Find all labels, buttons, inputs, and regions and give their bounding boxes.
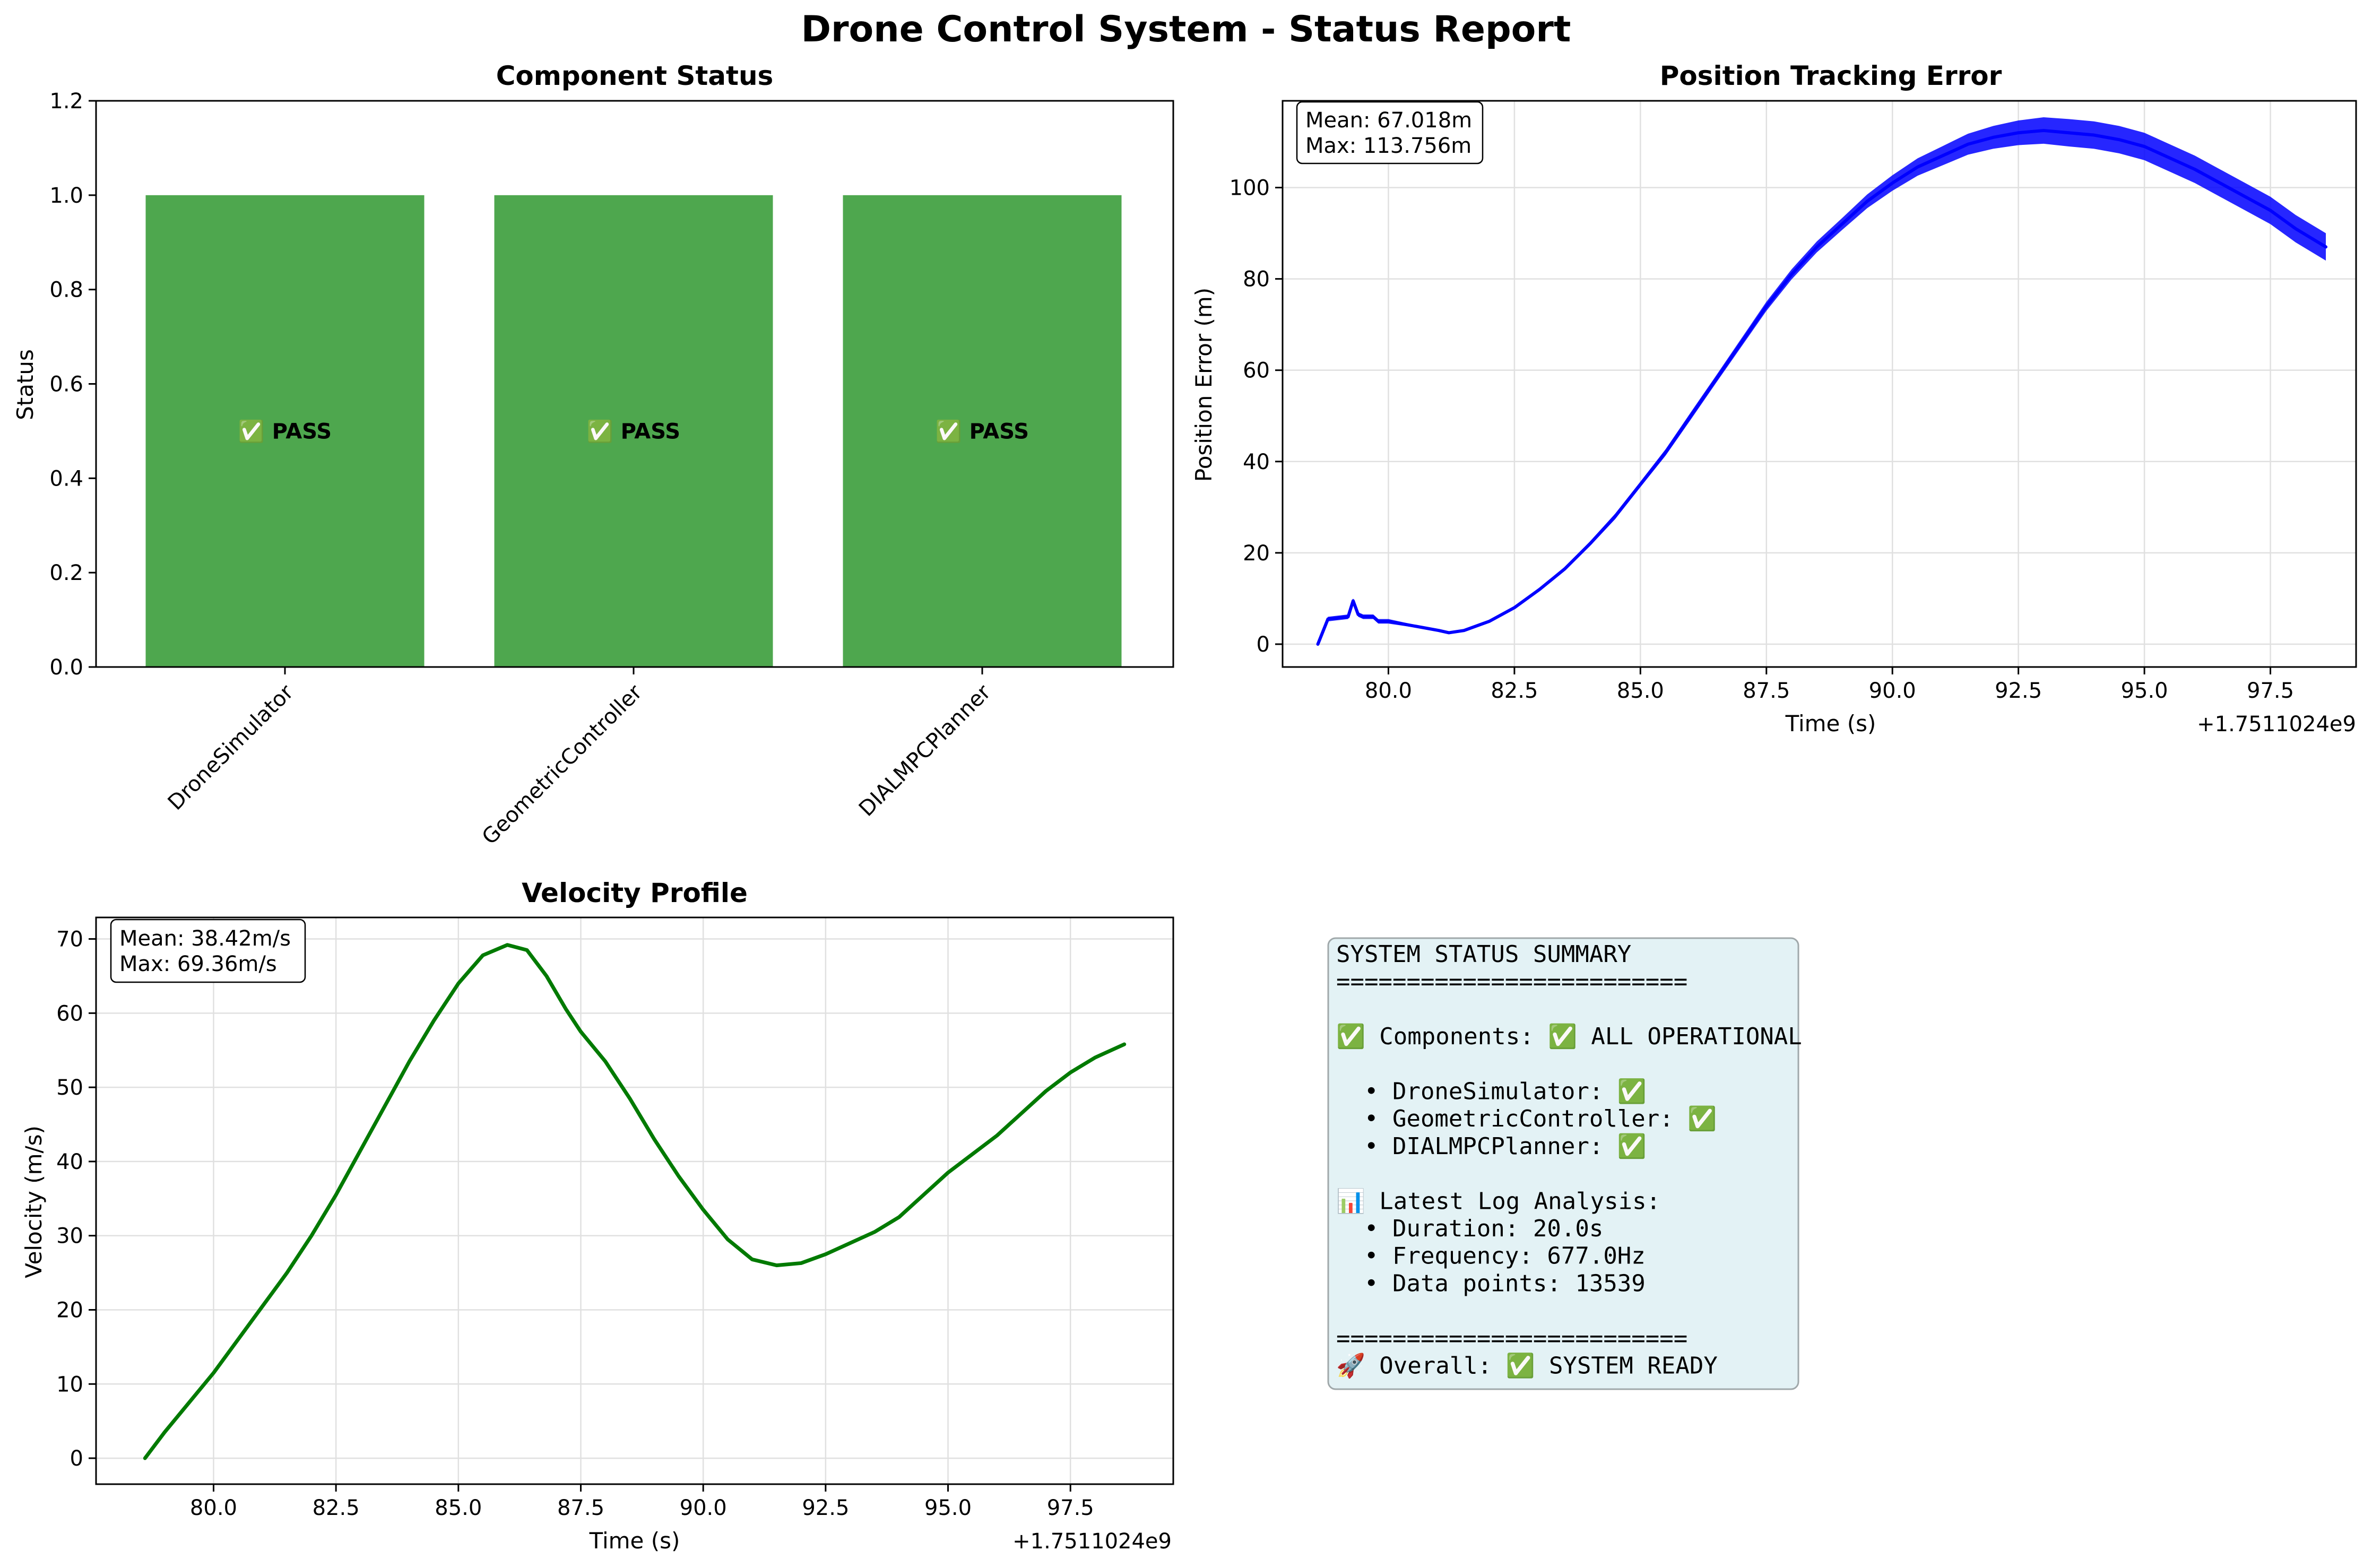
velocity-profile-ytick-label: 30 [56,1224,83,1249]
velocity-profile-ytick-label: 60 [56,1001,83,1026]
position-error-series [1316,117,2328,646]
bar-dialmpcplanner [843,195,1122,667]
component-status-ytick-label: 0.6 [49,372,83,397]
position-error-ytick-label: 40 [1243,450,1270,474]
velocity-profile-ytick-label: 40 [56,1150,83,1174]
summary-line: • DroneSimulator: ✅ [1336,1078,1647,1105]
summary-line: SYSTEM STATUS SUMMARY [1336,941,1631,968]
position-error-line [1316,128,2328,646]
bar-label-geometriccontroller: ✅ PASS [587,419,680,444]
position-error-xtick-label: 87.5 [1743,679,1790,703]
component-status-frame [95,100,1174,668]
summary-line: • Data points: 13539 [1336,1270,1646,1297]
position-error-xlabel: Time (s) [1785,711,1876,737]
velocity-profile-xtick-label: 97.5 [1047,1496,1094,1520]
velocity-profile-xlabel: Time (s) [589,1528,680,1554]
component-status-ylabel: Status [12,349,38,420]
velocity-profile-line [143,943,1127,1460]
bar-dronesimulator [145,195,425,667]
category-label-dronesimulator: DroneSimulator [163,680,299,815]
velocity-profile-ytick-label: 70 [56,928,83,952]
position-error-ytick-label: 20 [1243,541,1270,566]
velocity-profile-stats-box: Mean: 38.42m/s Max: 69.36m/s [110,919,306,983]
category-label-geometriccontroller: GeometricController [478,680,647,850]
summary-line: 🚀 Overall: ✅ SYSTEM READY [1336,1353,1718,1380]
velocity-profile-x-offset: +1.7511024e9 [1012,1529,1172,1554]
velocity-profile-grid [96,917,1173,1484]
position-error-xtick-label: 90.0 [1869,679,1916,703]
position-error-xtick-label: 97.5 [2247,679,2294,703]
velocity-profile-xtick-label: 85.0 [435,1496,482,1520]
summary-line: 📊 Latest Log Analysis: [1336,1188,1660,1215]
position-error-xtick-label: 80.0 [1365,679,1412,703]
system-status-summary: SYSTEM STATUS SUMMARY===================… [1327,937,1802,1390]
velocity-profile-xtick-label: 92.5 [802,1496,849,1520]
position-error-ylabel: Position Error (m) [1191,288,1217,482]
summary-line: ✅ Components: ✅ ALL OPERATIONAL [1336,1023,1802,1050]
velocity-profile-title: Velocity Profile [522,878,748,908]
category-label-dialmpcplanner: DIALMPCPlanner [854,680,995,821]
position-error-ticks: 80.0 82.5 85.0 87.5 90.0 92.5 95.0 97.5 0 20 40 60 8… [1230,176,2294,703]
component-status-ytick-label: 0.0 [49,655,83,680]
position-error-mean: Mean: 67.018m [1305,108,1472,133]
velocity-profile-ytick-label: 10 [56,1372,83,1397]
velocity-profile-xtick-label: 87.5 [557,1496,604,1520]
position-error-ytick-label: 0 [1257,633,1270,657]
summary-line: • Duration: 20.0s [1336,1215,1603,1242]
position-error-ytick-label: 100 [1230,176,1270,200]
velocity-profile-mean: Mean: 38.42m/s [119,926,291,951]
bar-geometriccontroller [494,195,773,667]
component-status-xticks: DroneSimulator GeometricController DIALMPC… [163,667,995,850]
velocity-profile-frame [95,916,1174,1485]
velocity-profile-max: Max: 69.36m/s [119,952,277,976]
position-error-grid [1283,101,2356,667]
velocity-profile-chart: Velocity Profile Velocity (m/s) Time (s)… [21,878,1174,1554]
position-error-x-offset: +1.7511024e9 [2197,712,2356,737]
position-error-xtick-label: 82.5 [1491,679,1538,703]
figure-title: Drone Control System - Status Report [801,8,1571,50]
component-status-title: Component Status [496,60,774,91]
summary-line: ========================= [1336,968,1687,995]
position-error-chart: Position Tracking Error Position Error (… [1191,60,2357,737]
velocity-profile-ticks: 80.0 82.5 85.0 87.5 90.0 92.5 95.0 97.5 0 10 20 30 4… [56,928,1094,1520]
position-error-xtick-label: 85.0 [1617,679,1664,703]
bar-label-dronesimulator: ✅ PASS [238,419,332,444]
velocity-profile-series [143,943,1127,1460]
position-error-max: Max: 113.756m [1305,134,1471,158]
velocity-profile-ytick-label: 0 [70,1446,83,1471]
summary-line: • DIALMPCPlanner: ✅ [1336,1133,1647,1160]
component-status-ytick-label: 1.0 [49,184,83,208]
velocity-profile-xtick-label: 80.0 [190,1496,237,1520]
position-error-ytick-label: 80 [1243,267,1270,292]
component-status-ytick-label: 0.4 [49,466,83,491]
velocity-profile-xtick-label: 90.0 [680,1496,727,1520]
position-error-xtick-label: 92.5 [1995,679,2042,703]
velocity-profile-ytick-label: 20 [56,1298,83,1322]
component-status-ytick-label: 0.8 [49,278,83,302]
velocity-profile-ylabel: Velocity (m/s) [21,1125,47,1278]
velocity-profile-xtick-label: 82.5 [313,1496,360,1520]
velocity-profile-xtick-label: 95.0 [924,1496,972,1520]
component-status-bars: ✅ PASS ✅ PASS ✅ PASS [145,195,1122,667]
summary-line: • GeometricController: ✅ [1336,1105,1717,1132]
summary-box [1327,937,1799,1390]
position-error-noise-band [1318,117,2326,644]
component-status-chart: Component Status Status 0.0 0.2 0.4 0.6 0.8 1… [12,60,1174,850]
summary-line: ========================= [1336,1325,1687,1352]
component-status-yticks: 0.0 0.2 0.4 0.6 0.8 1.0 1.2 [49,89,96,680]
velocity-profile-ytick-label: 50 [56,1076,83,1100]
component-status-ytick-label: 1.2 [49,89,83,114]
position-error-stats-box: Mean: 67.018m Max: 113.756m [1296,101,1484,164]
summary-lines: SYSTEM STATUS SUMMARY===================… [1336,941,1802,1380]
position-error-frame [1282,100,2357,668]
position-error-title: Position Tracking Error [1660,60,2002,91]
component-status-ytick-label: 0.2 [49,561,83,585]
bar-label-dialmpcplanner: ✅ PASS [936,419,1029,444]
summary-line: • Frequency: 677.0Hz [1336,1243,1646,1270]
position-error-xtick-label: 95.0 [2121,679,2168,703]
position-error-ytick-label: 60 [1243,359,1270,383]
